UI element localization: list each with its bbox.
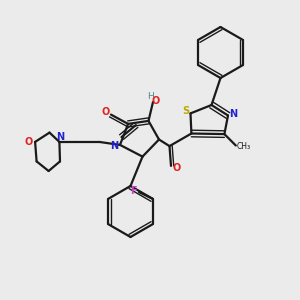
Text: O: O xyxy=(25,137,33,147)
Text: S: S xyxy=(182,106,189,116)
Text: CH₃: CH₃ xyxy=(236,142,251,151)
Text: O: O xyxy=(173,163,181,173)
Text: O: O xyxy=(151,96,160,106)
Text: N: N xyxy=(229,109,238,119)
Text: O: O xyxy=(101,106,110,117)
Text: H: H xyxy=(147,92,153,101)
Text: N: N xyxy=(110,141,118,152)
Text: F: F xyxy=(130,186,137,196)
Text: N: N xyxy=(56,132,64,142)
